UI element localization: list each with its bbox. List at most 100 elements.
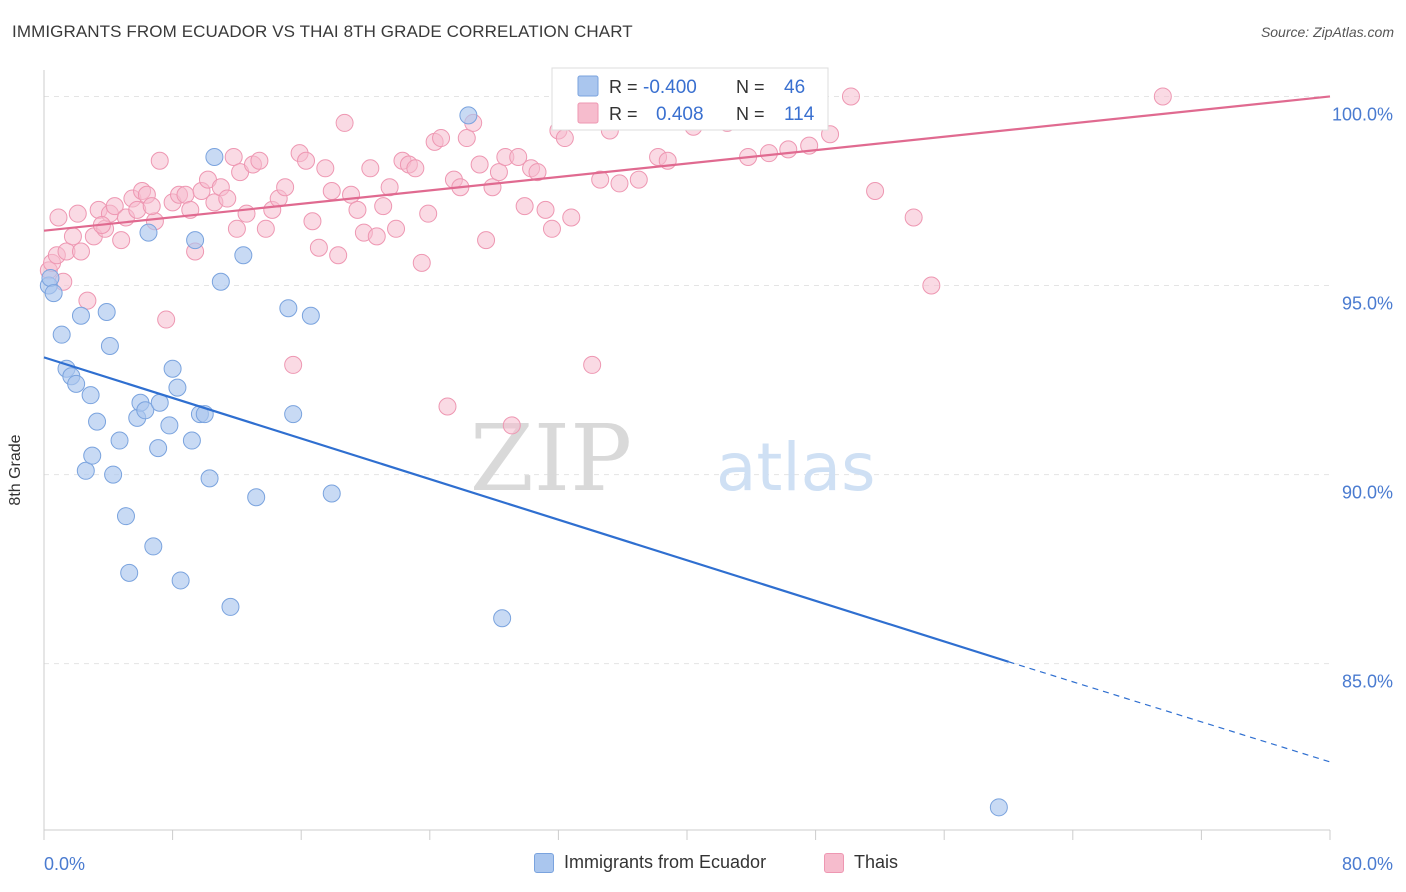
data-point-thais bbox=[387, 219, 406, 238]
data-point-ecuador bbox=[301, 306, 320, 325]
stats-n-value: 46 bbox=[784, 77, 805, 98]
data-point-ecuador bbox=[200, 469, 219, 488]
watermark-atlas: atlas bbox=[716, 429, 876, 506]
data-point-thais bbox=[322, 181, 341, 200]
data-point-thais bbox=[78, 291, 97, 310]
axes bbox=[43, 70, 1331, 840]
data-point-thais bbox=[329, 246, 348, 265]
data-point-thais bbox=[284, 355, 303, 374]
data-point-thais bbox=[562, 208, 581, 227]
data-point-thais bbox=[227, 219, 246, 238]
data-point-ecuador bbox=[171, 571, 190, 590]
stats-r-value: 0.408 bbox=[656, 104, 704, 125]
data-point-thais bbox=[610, 174, 629, 193]
legend-swatch-pink bbox=[824, 852, 844, 873]
trend-lines bbox=[43, 95, 1331, 763]
data-point-thais bbox=[555, 129, 574, 148]
data-point-thais bbox=[502, 416, 521, 435]
data-point-thais bbox=[303, 212, 322, 231]
data-point-thais bbox=[157, 310, 176, 329]
data-point-thais bbox=[256, 219, 275, 238]
data-point-ecuador bbox=[989, 798, 1008, 817]
stats-r-value: -0.400 bbox=[643, 77, 697, 98]
stats-swatch-blue bbox=[577, 75, 599, 97]
data-point-thais bbox=[374, 197, 393, 216]
data-point-ecuador bbox=[104, 465, 123, 484]
data-point-ecuador bbox=[205, 147, 224, 166]
data-point-ecuador bbox=[182, 431, 201, 450]
data-point-ecuador bbox=[116, 507, 135, 526]
data-point-ecuador bbox=[97, 302, 116, 321]
data-point-thais bbox=[629, 170, 648, 189]
stats-n-label: N = bbox=[736, 104, 765, 124]
data-point-thais bbox=[438, 397, 457, 416]
y-tick-label: 85.0% bbox=[1342, 672, 1393, 692]
data-point-thais bbox=[432, 129, 451, 148]
data-point-thais bbox=[297, 151, 316, 170]
data-point-ecuador bbox=[459, 106, 478, 125]
data-point-thais bbox=[477, 231, 496, 250]
data-point-ecuador bbox=[160, 416, 179, 435]
legend-label: Thais bbox=[854, 852, 899, 872]
data-point-thais bbox=[419, 204, 438, 223]
data-point-thais bbox=[483, 178, 502, 197]
chart-title: IMMIGRANTS FROM ECUADOR VS THAI 8TH GRAD… bbox=[12, 22, 633, 41]
data-point-ecuador bbox=[136, 401, 155, 420]
x-tick-label: 0.0% bbox=[44, 854, 85, 874]
data-point-thais bbox=[457, 129, 476, 148]
watermark-zip: ZIP bbox=[470, 405, 632, 512]
thais-points bbox=[39, 87, 1172, 435]
data-point-thais bbox=[68, 204, 87, 223]
data-point-thais bbox=[515, 197, 534, 216]
data-point-thais bbox=[536, 200, 555, 219]
data-point-ecuador bbox=[110, 431, 129, 450]
data-point-thais bbox=[49, 208, 68, 227]
data-point-thais bbox=[542, 219, 561, 238]
data-point-ecuador bbox=[168, 378, 187, 397]
data-point-thais bbox=[237, 204, 256, 223]
data-point-ecuador bbox=[144, 537, 163, 556]
data-point-ecuador bbox=[247, 488, 266, 507]
stats-n-label: N = bbox=[736, 77, 765, 97]
stats-box: R = -0.400 N = 46 R = 0.408 N = 114 bbox=[551, 67, 829, 131]
legend-item-thais[interactable]: Thais bbox=[824, 852, 898, 873]
stats-n-value: 114 bbox=[784, 104, 815, 125]
data-point-thais bbox=[63, 227, 82, 246]
data-point-ecuador bbox=[100, 337, 119, 356]
data-point-thais bbox=[309, 238, 328, 257]
data-point-thais bbox=[779, 140, 798, 159]
data-point-ecuador bbox=[493, 609, 512, 628]
data-point-thais bbox=[1153, 87, 1172, 106]
stats-r-label: R = bbox=[609, 77, 638, 97]
data-point-ecuador bbox=[88, 412, 107, 431]
data-point-thais bbox=[922, 276, 941, 295]
data-point-ecuador bbox=[234, 246, 253, 265]
data-point-thais bbox=[412, 253, 431, 272]
data-point-thais bbox=[316, 159, 335, 178]
trend-line-thais bbox=[43, 95, 1331, 232]
trend-line-ecuador-extension bbox=[1008, 661, 1331, 763]
legend-label: Immigrants from Ecuador bbox=[564, 852, 767, 872]
source-credit: Source: ZipAtlas.com bbox=[1260, 24, 1394, 40]
data-point-ecuador bbox=[67, 374, 86, 393]
data-point-ecuador bbox=[81, 386, 100, 405]
data-point-thais bbox=[250, 151, 269, 170]
data-point-thais bbox=[218, 189, 237, 208]
data-point-thais bbox=[105, 197, 124, 216]
data-point-ecuador bbox=[221, 597, 240, 616]
legend-swatch-blue bbox=[534, 852, 554, 873]
x-tick-labels: 0.0% 80.0% bbox=[44, 854, 1393, 874]
data-point-ecuador bbox=[186, 231, 205, 250]
legend-item-ecuador[interactable]: Immigrants from Ecuador bbox=[534, 852, 766, 873]
data-point-ecuador bbox=[41, 268, 60, 287]
ecuador-points bbox=[39, 106, 1008, 817]
data-point-thais bbox=[489, 163, 508, 182]
data-point-ecuador bbox=[279, 299, 298, 318]
data-point-thais bbox=[470, 155, 489, 174]
data-point-thais bbox=[276, 178, 295, 197]
data-point-thais bbox=[759, 144, 778, 163]
stats-swatch-pink bbox=[577, 102, 599, 124]
data-point-ecuador bbox=[139, 223, 158, 242]
data-point-thais bbox=[509, 147, 528, 166]
